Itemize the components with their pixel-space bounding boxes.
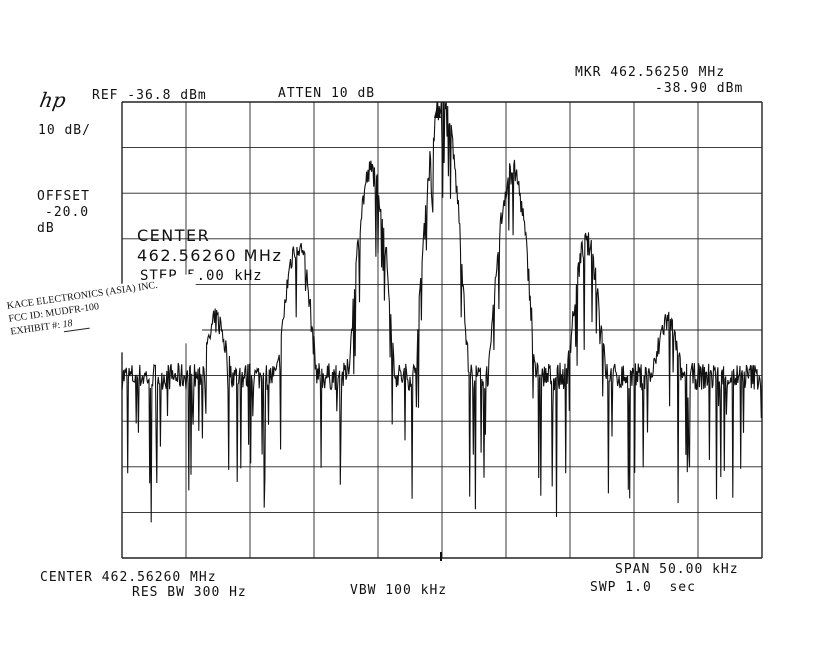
marker-frequency: MKR 462.56250 MHz	[575, 65, 726, 80]
offset-label: OFFSET	[37, 189, 90, 204]
ref-level: REF -36.8 dBm	[92, 88, 207, 103]
footer-sweep: SWP 1.0 sec	[590, 580, 696, 595]
offset-value: -20.0	[45, 205, 90, 220]
hp-logo: hp	[37, 88, 68, 112]
overlay-center-label: CENTER	[137, 226, 211, 245]
footer-span: SPAN 50.00 kHz	[615, 562, 739, 577]
stamp-exhibit-number: 18	[61, 314, 90, 333]
marker-arrow	[434, 104, 441, 118]
spectrum-trace	[121, 101, 763, 523]
footer-vbw: VBW 100 kHz	[350, 583, 448, 598]
footer-center: CENTER 462.56260 MHz	[40, 570, 217, 585]
attenuation: ATTEN 10 dB	[278, 86, 376, 101]
footer-res-bw: RES BW 300 Hz	[132, 585, 247, 600]
marker-level: -38.90 dBm	[655, 81, 744, 96]
offset-unit: dB	[37, 221, 55, 236]
scale-per-div: 10 dB/	[38, 123, 91, 138]
overlay-center-value: 462.56260 MHz	[137, 246, 283, 265]
